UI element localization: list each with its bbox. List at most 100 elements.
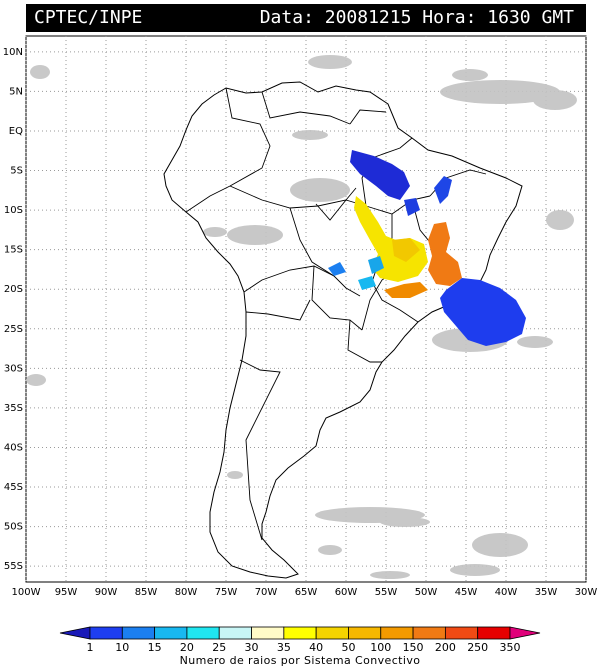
- lat-tick-label: 15S: [4, 245, 23, 256]
- lat-tick-label: 35S: [4, 403, 23, 414]
- colorbar-segment: [412, 626, 446, 640]
- colorbar-tick-label: 1: [87, 641, 94, 654]
- lon-tick-label: 60W: [335, 587, 358, 598]
- colorbar-tick-label: 35: [277, 641, 291, 654]
- lon-tick-label: 80W: [175, 587, 198, 598]
- latitude-labels: 10N 5N EQ 5S 10S 15S 20S 25S 30S 35S 40S 45S 50S 55S: [3, 47, 23, 572]
- lat-tick-label: 10N: [3, 47, 23, 58]
- lat-tick-label: 40S: [4, 442, 23, 453]
- cloud-patch: [380, 517, 430, 527]
- cloud-patch: [290, 178, 350, 202]
- lon-tick-label: 70W: [255, 587, 278, 598]
- cluster-blue-north: [350, 150, 410, 200]
- cloud-patch: [452, 69, 488, 81]
- colorbar-tick-label: 200: [435, 641, 456, 654]
- lat-tick-label: EQ: [9, 126, 23, 137]
- colorbar-segment: [154, 626, 188, 640]
- cloud-patch: [227, 225, 283, 245]
- colorbar-ticks: 1 10 15 20 25 30 35 40 50 100 150 200 250 350: [87, 641, 521, 654]
- cloud-patch: [450, 564, 500, 576]
- colorbar-segment: [477, 626, 511, 640]
- cluster-orange-sw: [384, 282, 428, 298]
- colorbar-segment: [380, 626, 414, 640]
- south-america-outline: [163, 81, 523, 579]
- cluster-blue-southeast: [440, 278, 526, 346]
- cluster-orange: [428, 222, 462, 286]
- cloud-patch: [26, 374, 46, 386]
- lat-tick-label: 5S: [10, 166, 23, 177]
- colorbar-segment: [89, 626, 123, 640]
- colorbar-title: Numero de raios por Sistema Convectivo: [179, 654, 421, 667]
- colorbar-tick-label: 30: [245, 641, 259, 654]
- longitude-labels: 100W 95W 90W 85W 80W 75W 70W 65W 60W 55W 50W 45W 40W…: [12, 587, 598, 598]
- cloud-patches: [26, 55, 577, 579]
- lon-tick-label: 85W: [135, 587, 158, 598]
- source-label: CPTEC/INPE: [34, 7, 143, 28]
- lat-tick-label: 5N: [9, 86, 23, 97]
- colorbar-segment: [218, 626, 252, 640]
- date-time-label: Data: 20081215 Hora: 1630 GMT: [259, 7, 574, 28]
- cloud-patch: [533, 90, 577, 110]
- lat-tick-label: 25S: [4, 324, 23, 335]
- cluster-cyan-3: [358, 276, 376, 290]
- lon-tick-label: 35W: [535, 587, 558, 598]
- cloud-patch: [546, 210, 574, 230]
- cluster-blue-small: [404, 198, 420, 216]
- colorbar-segment: [348, 626, 382, 640]
- colorbar-arrow-left: [59, 626, 91, 640]
- title-bar: CPTEC/INPE Data: 20081215 Hora: 1630 GMT: [26, 4, 586, 32]
- colorbar-segment: [315, 626, 349, 640]
- colorbar-tick-label: 40: [309, 641, 323, 654]
- colorbar-tick-label: 250: [467, 641, 488, 654]
- lon-tick-label: 40W: [495, 587, 518, 598]
- cluster-cyan: [368, 256, 384, 274]
- lon-tick-label: 55W: [375, 587, 398, 598]
- lon-tick-label: 75W: [215, 587, 238, 598]
- cloud-patch: [440, 80, 560, 104]
- lon-tick-label: 50W: [415, 587, 438, 598]
- cloud-patch: [318, 545, 342, 555]
- colorbar-tick-label: 100: [370, 641, 391, 654]
- lon-tick-label: 95W: [55, 587, 78, 598]
- border: [349, 109, 387, 125]
- cloud-patch: [203, 227, 227, 237]
- cloud-patch: [30, 65, 50, 79]
- border: [347, 319, 382, 363]
- lat-tick-label: 20S: [4, 284, 23, 295]
- lon-tick-label: 100W: [12, 587, 41, 598]
- cluster-blue-small-ne: [434, 176, 452, 204]
- colorbar-tick-label: 20: [180, 641, 194, 654]
- colorbar-tick-label: 25: [212, 641, 226, 654]
- cloud-patch: [227, 471, 243, 479]
- lat-tick-label: 30S: [4, 363, 23, 374]
- colorbar-tick-label: 150: [403, 641, 424, 654]
- cluster-yellow-edge: [392, 238, 420, 262]
- colorbar-segment: [251, 626, 285, 640]
- lat-tick-label: 10S: [4, 205, 23, 216]
- cloud-patch: [517, 336, 553, 348]
- border: [245, 299, 311, 321]
- colorbar-segment: [186, 626, 220, 640]
- border: [229, 185, 357, 209]
- colorbar-tick-label: 10: [115, 641, 129, 654]
- border: [239, 359, 281, 541]
- lon-tick-label: 90W: [95, 587, 118, 598]
- border: [185, 87, 271, 213]
- colorbar-segment: [283, 626, 317, 640]
- cluster-cyan-2: [328, 262, 346, 276]
- colorbar-tick-label: 350: [500, 641, 521, 654]
- cluster-yellow: [354, 196, 428, 282]
- border: [261, 91, 351, 125]
- lat-tick-label: 55S: [4, 561, 23, 572]
- colorbar-segment: [444, 626, 479, 640]
- colorbar-segments: [59, 626, 541, 640]
- cloud-patch: [292, 130, 328, 140]
- cloud-patch: [472, 533, 528, 557]
- colorbar-arrow-right: [509, 626, 541, 640]
- border: [311, 265, 363, 331]
- cloud-patch: [370, 571, 410, 579]
- convective-clusters: [328, 150, 526, 346]
- lon-tick-label: 30W: [575, 587, 598, 598]
- colorbar-segment: [121, 626, 156, 640]
